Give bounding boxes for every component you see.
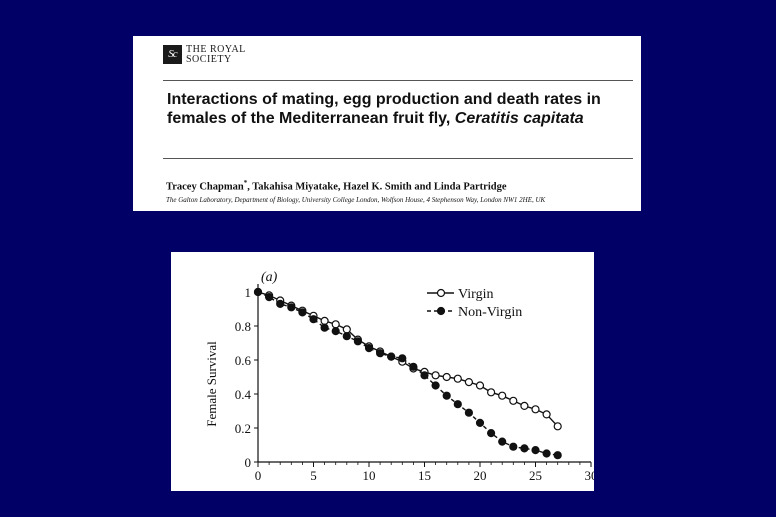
legend-label-virgin: Virgin bbox=[458, 287, 493, 302]
x-tick-label: 20 bbox=[474, 468, 487, 483]
data-point-non-virgin bbox=[420, 371, 429, 380]
survival-chart: (a) Female Survival 00.20.40.60.810 5 10 15… bbox=[204, 270, 598, 483]
y-tick-label: 0.2 bbox=[235, 421, 251, 436]
y-tick-label: 0.6 bbox=[235, 353, 252, 368]
royal-society-logo: Sc bbox=[163, 45, 182, 64]
data-point-virgin bbox=[509, 396, 518, 405]
data-point-non-virgin bbox=[264, 292, 274, 302]
y-tick-label: 0 bbox=[245, 455, 252, 470]
logo-glyph: Sc bbox=[168, 48, 177, 60]
data-point-non-virgin bbox=[442, 391, 451, 400]
data-point-non-virgin bbox=[431, 381, 440, 390]
paper-affiliation: The Galton Laboratory, Department of Bio… bbox=[166, 196, 546, 204]
y-tick-label: 0.8 bbox=[235, 319, 251, 334]
data-point-non-virgin bbox=[342, 332, 351, 341]
data-point-non-virgin bbox=[376, 349, 385, 358]
chart-legend: Virgin Non-Virgin bbox=[427, 287, 522, 320]
data-point-virgin bbox=[487, 388, 496, 397]
author-rest: , Takahisa Miyatake, Hazel K. Smith and … bbox=[247, 181, 507, 193]
data-point-non-virgin bbox=[276, 299, 285, 309]
legend-marker-virgin bbox=[436, 288, 446, 298]
data-point-virgin bbox=[431, 371, 440, 380]
data-point-non-virgin bbox=[253, 287, 263, 297]
x-tick-label: 15 bbox=[418, 468, 431, 483]
series-line-virgin bbox=[257, 291, 559, 427]
data-point-virgin bbox=[464, 378, 473, 387]
society-name: THE ROYAL SOCIETY bbox=[186, 45, 246, 65]
x-tick-label: 10 bbox=[363, 468, 376, 483]
series-line-non-virgin bbox=[257, 291, 558, 456]
data-point-virgin bbox=[475, 381, 485, 390]
x-tick-label: 25 bbox=[529, 468, 542, 483]
y-tick-label: 0.4 bbox=[235, 387, 252, 402]
top-rule bbox=[163, 80, 633, 81]
paper-title-species: Ceratitis capitata bbox=[454, 110, 584, 127]
data-point-non-virgin bbox=[509, 442, 518, 451]
data-point-non-virgin bbox=[398, 354, 407, 363]
data-point-non-virgin bbox=[353, 337, 362, 346]
data-point-virgin bbox=[542, 410, 551, 419]
data-point-non-virgin bbox=[309, 315, 318, 324]
x-tick-label: 30 bbox=[585, 468, 595, 483]
data-point-non-virgin bbox=[331, 326, 340, 336]
paper-title-text: Interactions of mating, egg production a… bbox=[167, 91, 601, 127]
data-point-virgin bbox=[442, 372, 451, 382]
data-point-virgin bbox=[453, 374, 462, 383]
data-point-virgin bbox=[520, 401, 529, 410]
data-point-virgin bbox=[553, 422, 562, 431]
data-point-non-virgin bbox=[287, 303, 296, 312]
legend-label-non-virgin: Non-Virgin bbox=[458, 305, 522, 320]
data-point-virgin bbox=[331, 320, 340, 329]
author-first: Tracey Chapman bbox=[166, 181, 244, 193]
data-point-non-virgin bbox=[531, 446, 540, 455]
chart-axes: 00.20.40.60.81051015202530 bbox=[235, 284, 598, 483]
bottom-rule bbox=[163, 158, 633, 159]
data-point-non-virgin bbox=[542, 449, 551, 458]
data-point-non-virgin bbox=[298, 308, 307, 317]
data-point-non-virgin bbox=[520, 444, 529, 453]
author-mark: * bbox=[243, 179, 248, 187]
data-point-non-virgin bbox=[475, 418, 485, 427]
y-tick-label: 1 bbox=[245, 285, 252, 300]
x-tick-label: 0 bbox=[255, 468, 262, 483]
data-point-non-virgin bbox=[320, 323, 329, 332]
data-point-non-virgin bbox=[387, 352, 396, 361]
data-point-non-virgin bbox=[409, 362, 418, 371]
paper-authors: Tracey Chapman*, Takahisa Miyatake, Haze… bbox=[166, 179, 507, 193]
data-point-virgin bbox=[320, 316, 329, 326]
paper-header: Sc THE ROYAL SOCIETY Interactions of mat… bbox=[133, 36, 641, 211]
data-point-non-virgin bbox=[487, 429, 496, 438]
data-point-non-virgin bbox=[553, 451, 562, 460]
chart-series bbox=[253, 287, 562, 460]
society-name-line2: SOCIETY bbox=[186, 54, 232, 65]
panel-label: (a) bbox=[261, 270, 278, 285]
data-point-virgin bbox=[531, 405, 540, 414]
data-point-virgin bbox=[498, 391, 507, 400]
legend-marker-non-virgin bbox=[436, 306, 446, 316]
data-point-non-virgin bbox=[498, 437, 507, 446]
society-name-line1: THE ROYAL bbox=[186, 44, 246, 55]
chart-panel: (a) Female Survival 0 0.2 0.4 0.6 0.8 1 0 5 10 15… bbox=[171, 252, 598, 491]
data-point-non-virgin bbox=[364, 343, 374, 353]
data-point-non-virgin bbox=[453, 400, 462, 409]
x-tick-label: 5 bbox=[310, 468, 317, 483]
y-axis-label: Female Survival bbox=[204, 341, 219, 427]
data-point-non-virgin bbox=[464, 408, 473, 417]
paper-title: Interactions of mating, egg production a… bbox=[167, 90, 635, 128]
data-point-virgin bbox=[342, 325, 351, 334]
